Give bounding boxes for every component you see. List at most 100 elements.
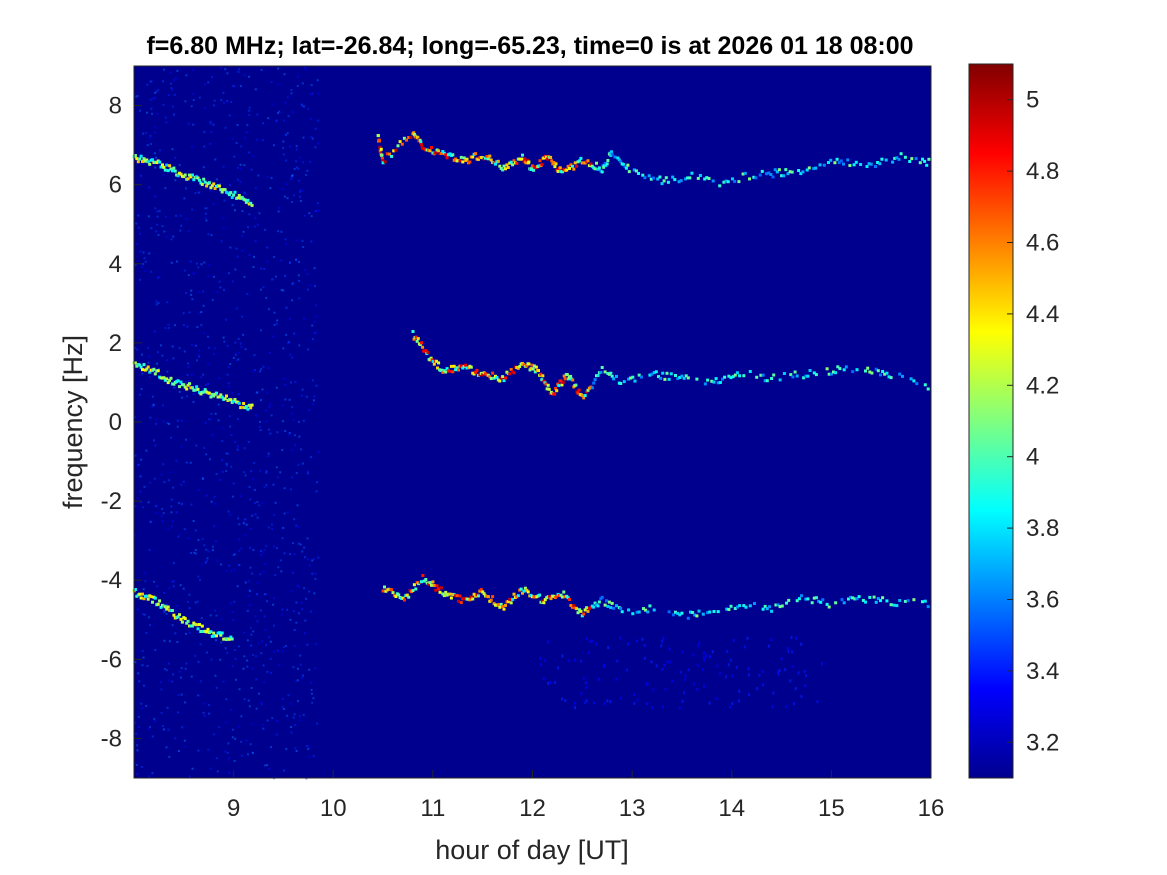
noise-pixel: [687, 668, 690, 672]
noise-pixel: [176, 425, 179, 428]
trace-pixel: [543, 598, 547, 602]
noise-pixel: [244, 474, 247, 477]
noise-pixel: [233, 85, 236, 88]
trace-pixel: [454, 368, 458, 372]
trace-pixel: [763, 379, 767, 383]
noise-pixel: [259, 429, 262, 432]
noise-pixel: [211, 299, 214, 302]
trace-pixel: [163, 605, 167, 609]
noise-pixel: [280, 259, 283, 262]
noise-pixel: [195, 444, 198, 447]
noise-pixel: [222, 288, 225, 291]
noise-pixel: [202, 711, 205, 714]
noise-pixel: [308, 745, 311, 748]
trace-pixel: [538, 593, 542, 597]
noise-pixel: [590, 639, 593, 643]
trace-pixel: [868, 370, 872, 374]
trace-pixel: [531, 367, 535, 371]
trace-pixel: [229, 398, 233, 402]
trace-pixel: [632, 168, 636, 172]
noise-pixel: [250, 633, 253, 636]
trace-pixel: [142, 363, 146, 367]
noise-pixel: [248, 594, 251, 597]
noise-pixel: [292, 571, 294, 574]
noise-pixel: [264, 629, 267, 631]
trace-pixel: [923, 159, 927, 163]
noise-pixel: [162, 728, 165, 731]
noise-pixel: [616, 659, 619, 663]
y-tick-label: -8: [101, 725, 122, 752]
trace-pixel: [448, 592, 452, 596]
trace-pixel: [607, 600, 611, 604]
trace-pixel: [508, 372, 512, 376]
trace-pixel: [142, 157, 146, 161]
noise-pixel: [795, 636, 798, 640]
noise-pixel: [179, 584, 182, 587]
trace-pixel: [505, 163, 509, 167]
noise-pixel: [154, 92, 156, 94]
noise-pixel: [136, 749, 139, 752]
noise-pixel: [156, 362, 158, 365]
noise-pixel: [275, 386, 278, 389]
noise-pixel: [176, 641, 179, 643]
noise-pixel: [234, 268, 237, 271]
trace-pixel: [459, 364, 463, 368]
noise-pixel: [250, 527, 253, 530]
noise-pixel: [293, 553, 296, 556]
trace-pixel: [633, 379, 637, 383]
trace-pixel: [237, 401, 241, 405]
noise-pixel: [207, 362, 210, 365]
trace-pixel: [566, 164, 570, 168]
noise-pixel: [181, 502, 183, 505]
noise-pixel: [229, 363, 232, 365]
trace-pixel: [586, 159, 590, 163]
trace-pixel: [842, 162, 845, 166]
noise-pixel: [308, 409, 311, 412]
noise-pixel: [173, 113, 175, 116]
trace-pixel: [837, 161, 841, 165]
noise-pixel: [239, 495, 242, 498]
noise-pixel: [200, 376, 203, 379]
noise-pixel: [228, 564, 231, 567]
noise-pixel: [241, 235, 244, 237]
trace-pixel: [695, 377, 699, 381]
noise-pixel: [293, 332, 296, 335]
trace-pixel: [250, 203, 254, 207]
trace-pixel: [434, 151, 438, 155]
trace-pixel: [677, 180, 681, 184]
trace-pixel: [146, 160, 150, 164]
noise-pixel: [138, 393, 141, 396]
noise-pixel: [294, 444, 296, 447]
trace-pixel: [383, 160, 387, 164]
trace-pixel: [475, 368, 479, 372]
trace-pixel: [565, 168, 569, 172]
noise-pixel: [212, 203, 215, 205]
noise-pixel: [661, 639, 663, 643]
noise-pixel: [147, 215, 150, 218]
noise-pixel: [167, 528, 170, 531]
noise-pixel: [641, 637, 644, 641]
trace-pixel: [892, 603, 896, 607]
noise-pixel: [693, 682, 696, 686]
noise-pixel: [147, 727, 150, 730]
noise-pixel: [177, 535, 180, 538]
x-tick-label: 12: [519, 795, 546, 822]
noise-pixel: [662, 636, 665, 640]
trace-pixel: [617, 158, 621, 162]
noise-pixel: [150, 227, 153, 230]
trace-pixel: [559, 379, 563, 383]
trace-pixel: [921, 157, 924, 161]
trace-pixel: [733, 607, 737, 610]
trace-pixel: [714, 377, 718, 381]
noise-pixel: [199, 578, 201, 581]
trace-pixel: [595, 161, 598, 165]
noise-pixel: [272, 483, 275, 486]
noise-pixel: [314, 127, 317, 130]
trace-pixel: [880, 157, 884, 161]
x-tick-label: 13: [619, 795, 646, 822]
noise-pixel: [293, 628, 296, 631]
trace-pixel: [603, 603, 607, 607]
noise-pixel: [298, 279, 301, 282]
noise-pixel: [317, 202, 320, 205]
trace-pixel: [394, 148, 398, 152]
